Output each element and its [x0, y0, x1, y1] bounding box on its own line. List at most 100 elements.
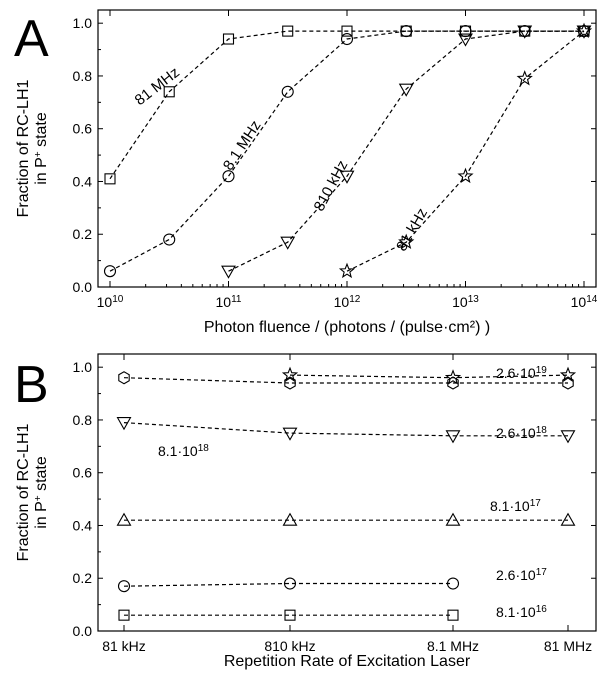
data-point-hexagon — [284, 376, 296, 390]
series-hexagon — [118, 371, 574, 390]
data-point-triangle-down — [398, 83, 414, 97]
data-point-hexagon — [447, 376, 459, 390]
series-label: 8.1 MHz — [220, 117, 265, 173]
series-square — [104, 25, 590, 185]
series-line — [123, 582, 453, 587]
data-point-triangle-up — [560, 512, 576, 526]
y-axis-label-line2: in P+ state — [33, 112, 51, 185]
series-circle — [117, 577, 460, 593]
data-point-star — [516, 70, 533, 86]
series-triangle-down — [221, 25, 592, 279]
data-point-square — [104, 173, 116, 185]
x-tick-base: 10 — [97, 294, 113, 310]
series-square — [118, 609, 459, 621]
panel-label-a: A — [14, 10, 49, 68]
data-point-triangle-down — [560, 430, 576, 444]
y-tick-label: 0.8 — [73, 412, 93, 428]
data-point-triangle-down — [221, 265, 236, 279]
data-point-circle — [459, 25, 472, 38]
data-point-hexagon — [118, 371, 130, 385]
x-tick-label: 1010 — [97, 294, 124, 311]
y-label-text-post: state — [33, 456, 50, 495]
annotation-exp: 17 — [530, 498, 542, 509]
y-label-text: in P — [33, 501, 50, 529]
annotation-text: 2.6·10 — [496, 567, 536, 583]
data-point-square — [447, 609, 459, 621]
y-label-text-post: state — [33, 112, 50, 151]
series-label: 81 kHz — [393, 205, 431, 254]
x-tick-label: 1011 — [216, 294, 242, 311]
series-line — [109, 30, 584, 180]
data-point-square — [118, 609, 130, 621]
y-tick-label: 0.2 — [73, 226, 93, 242]
data-point-hexagon — [562, 376, 574, 390]
x-tick-base: 10 — [334, 294, 350, 310]
data-point-circle — [446, 577, 460, 590]
data-point-star — [444, 369, 462, 385]
x-tick-exp: 10 — [112, 294, 124, 305]
y-tick-label: 0.6 — [73, 465, 93, 481]
data-point-triangle-up — [445, 512, 461, 526]
data-point-square — [284, 609, 296, 621]
x-tick-label: 1014 — [571, 294, 598, 311]
data-point-circle — [340, 32, 354, 46]
series-circle — [103, 25, 591, 278]
series-triangle-up — [116, 512, 576, 526]
annotation-exp: 18 — [536, 425, 548, 436]
y-tick-label: 1.0 — [73, 15, 93, 31]
y-axis-label-line1: Fraction of RC-LH1 — [15, 79, 32, 217]
series-annotation: 2.6·1019 — [496, 365, 547, 382]
data-point-circle — [400, 25, 413, 38]
x-tick-label: 1013 — [452, 294, 479, 311]
series-line — [109, 30, 584, 272]
data-point-triangle-down — [445, 430, 461, 444]
annotation-text: 8.1·10 — [490, 498, 530, 514]
series-star — [338, 22, 593, 279]
x-tick-base: 10 — [571, 294, 587, 310]
data-point-star — [281, 366, 299, 383]
y-tick-label: 0.2 — [73, 570, 93, 586]
annotation-text: 2.6·10 — [496, 425, 536, 441]
series-triangle-down — [116, 417, 576, 444]
annotation-text: 2.6·10 — [496, 365, 536, 381]
y-axis-label-line1: Fraction of RC-LH1 — [15, 423, 32, 561]
y-tick-label: 0.0 — [73, 279, 93, 295]
chart-panel-b: B 0.0 0.2 0.4 0.6 0.8 1.0 Fraction of RC-LH1 in … — [14, 353, 597, 670]
data-point-square — [222, 33, 235, 45]
series-line — [289, 374, 569, 379]
y-tick-label: 0.0 — [73, 623, 93, 639]
series-annotation: 8.1·1018 — [158, 443, 209, 460]
series-annotation: 8.1·1016 — [496, 604, 547, 621]
series-star — [281, 366, 577, 385]
chart-panel-a: A 0.0 0.2 0.4 0.6 0.8 1.0 Fraction of RC-LH1 in … — [14, 9, 598, 336]
annotation-exp: 16 — [536, 604, 548, 615]
y-label-text: in P — [33, 157, 50, 185]
y-tick-label: 0.4 — [73, 517, 93, 533]
annotation-exp: 18 — [198, 443, 210, 454]
y-tick-label: 0.6 — [73, 121, 93, 137]
x-tick-label: 1012 — [334, 294, 361, 311]
data-point-triangle-down — [116, 417, 132, 431]
x-tick-exp: 12 — [349, 294, 361, 305]
x-tick-label: 81 MHz — [544, 638, 592, 654]
y-axis-label-line2: in P+ state — [33, 456, 51, 529]
y-tick-label: 1.0 — [73, 359, 93, 375]
data-point-circle — [222, 170, 235, 183]
panel-label-b: B — [14, 356, 49, 414]
plot-frame — [97, 353, 597, 632]
data-point-triangle-up — [282, 512, 298, 526]
x-tick-base: 10 — [216, 294, 232, 310]
y-tick-label: 0.8 — [73, 68, 93, 84]
data-point-star — [559, 366, 577, 383]
x-axis-label: Repetition Rate of Excitation Laser — [224, 653, 471, 670]
data-point-circle — [103, 265, 117, 278]
x-tick-label: 810 kHz — [264, 638, 315, 654]
data-point-triangle-down — [339, 170, 355, 184]
data-point-triangle-up — [116, 512, 132, 526]
series-line — [228, 30, 584, 272]
data-point-square — [282, 25, 294, 37]
x-tick-exp: 13 — [468, 294, 480, 305]
series-annotation: 2.6·1017 — [496, 567, 547, 584]
annotation-text: 8.1·10 — [158, 443, 198, 459]
